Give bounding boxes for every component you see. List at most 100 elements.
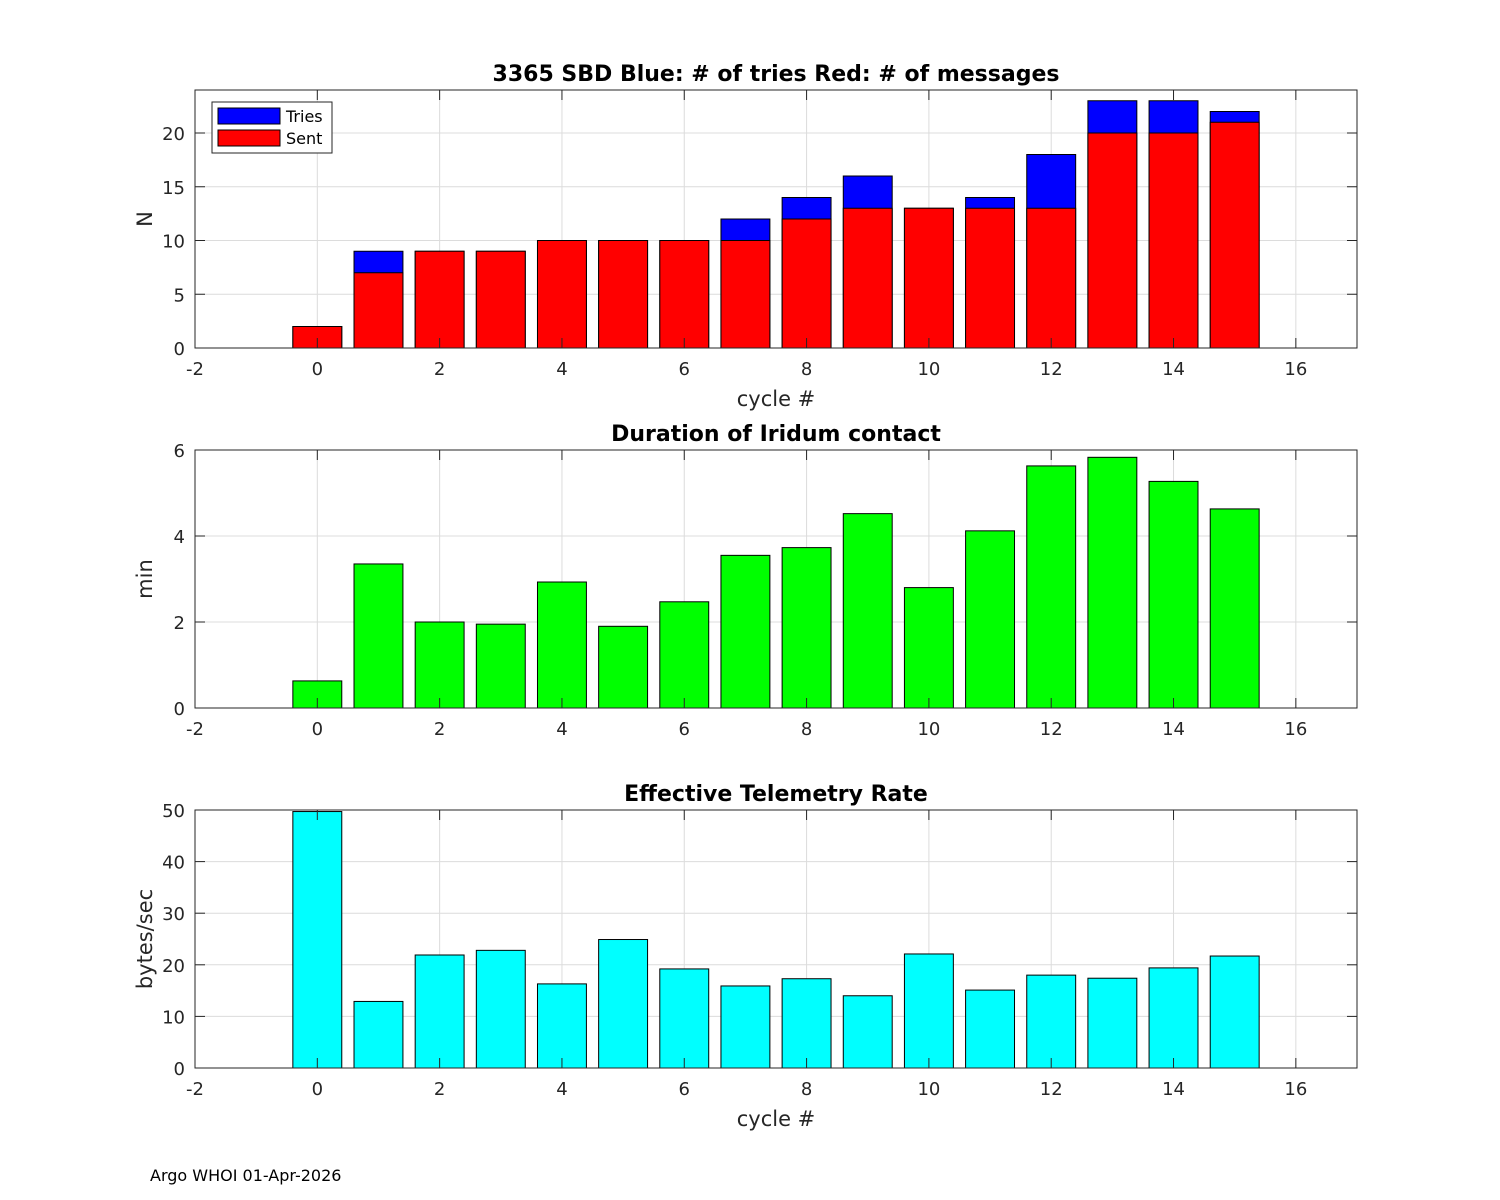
x-tick-label: 10 xyxy=(917,359,940,380)
legend: Tries Sent xyxy=(211,101,333,154)
x-tick-label: 4 xyxy=(556,719,567,740)
chart-title: Duration of Iridum contact xyxy=(611,422,941,447)
bar-duration xyxy=(1087,456,1138,709)
bar-duration xyxy=(903,587,954,709)
bar-sent xyxy=(414,250,465,349)
x-tick-label: 6 xyxy=(679,719,690,740)
bar-sent xyxy=(1087,132,1138,349)
y-tick-label: 6 xyxy=(174,441,185,462)
bar-duration xyxy=(414,621,465,709)
y-tick-label: 10 xyxy=(162,1007,185,1028)
y-axis-label: bytes/sec xyxy=(133,889,157,989)
legend-label-tries: Tries xyxy=(285,107,323,126)
bar-duration xyxy=(598,625,649,709)
x-tick-label: -2 xyxy=(186,719,204,740)
bar-duration xyxy=(720,554,771,709)
bar-rate xyxy=(781,978,832,1069)
y-tick-label: 50 xyxy=(162,801,185,822)
y-tick-label: 0 xyxy=(174,1059,185,1080)
bar-duration xyxy=(1209,508,1260,709)
chart-title: 3365 SBD Blue: # of tries Red: # of mess… xyxy=(493,62,1060,87)
y-tick-label: 20 xyxy=(162,124,185,145)
x-tick-label: 12 xyxy=(1040,359,1063,380)
bar-duration xyxy=(1026,465,1077,709)
y-tick-label: 0 xyxy=(174,699,185,720)
y-tick-label: 2 xyxy=(174,613,185,634)
axes-box xyxy=(194,89,1358,349)
x-tick-label: 16 xyxy=(1284,719,1307,740)
y-tick-label: 40 xyxy=(162,853,185,874)
bar-rate xyxy=(903,953,954,1069)
bar-rate xyxy=(1026,974,1077,1069)
legend-label-sent: Sent xyxy=(286,129,322,148)
x-tick-label: 0 xyxy=(312,359,323,380)
bar-duration xyxy=(536,581,587,709)
x-tick-label: 2 xyxy=(434,719,445,740)
bar-duration xyxy=(842,513,893,709)
bar-sent xyxy=(1209,121,1260,349)
bar-duration xyxy=(659,601,710,709)
bar-duration xyxy=(781,547,832,709)
legend-swatch-tries xyxy=(217,107,281,125)
bar-duration xyxy=(475,623,526,709)
bar-rate xyxy=(353,1000,404,1069)
x-tick-label: 6 xyxy=(679,359,690,380)
x-tick-label: 8 xyxy=(801,719,812,740)
y-axis-label: N xyxy=(133,211,157,227)
x-tick-label: 2 xyxy=(434,359,445,380)
y-tick-label: 20 xyxy=(162,956,185,977)
y-tick-label: 30 xyxy=(162,904,185,925)
bar-duration xyxy=(353,563,404,709)
y-tick-label: 10 xyxy=(162,232,185,253)
bar-sent xyxy=(536,240,587,349)
x-tick-label: 14 xyxy=(1162,719,1185,740)
x-tick-label: -2 xyxy=(186,359,204,380)
footer-text: Argo WHOI 01-Apr-2026 xyxy=(150,1166,342,1185)
bar-sent xyxy=(659,240,710,349)
x-axis-label: cycle # xyxy=(737,387,816,411)
bar-sent xyxy=(353,272,404,349)
bar-sent xyxy=(903,207,954,349)
x-tick-label: 0 xyxy=(312,1079,323,1100)
x-tick-label: 6 xyxy=(679,1079,690,1100)
x-tick-label: 14 xyxy=(1162,359,1185,380)
bar-rate xyxy=(659,968,710,1069)
chart-title: Effective Telemetry Rate xyxy=(624,782,928,807)
x-tick-label: 12 xyxy=(1040,719,1063,740)
y-tick-label: 5 xyxy=(174,285,185,306)
bar-rate xyxy=(414,954,465,1069)
bar-sent xyxy=(1148,132,1199,349)
bar-duration xyxy=(1148,480,1199,709)
x-tick-label: 4 xyxy=(556,1079,567,1100)
y-tick-label: 15 xyxy=(162,178,185,199)
bar-rate xyxy=(1209,955,1260,1069)
x-tick-label: 8 xyxy=(801,1079,812,1100)
x-tick-label: 10 xyxy=(917,719,940,740)
bar-rate xyxy=(1148,967,1199,1069)
x-tick-label: 14 xyxy=(1162,1079,1185,1100)
bar-sent xyxy=(781,218,832,349)
y-tick-label: 4 xyxy=(174,527,185,548)
x-axis-label: cycle # xyxy=(737,1107,816,1131)
x-tick-label: 8 xyxy=(801,359,812,380)
bar-sent xyxy=(1026,207,1077,349)
axes-box xyxy=(194,809,1358,1069)
x-tick-label: 12 xyxy=(1040,1079,1063,1100)
bar-rate xyxy=(720,985,771,1069)
x-tick-label: 16 xyxy=(1284,1079,1307,1100)
x-tick-label: 4 xyxy=(556,359,567,380)
bar-sent xyxy=(598,240,649,349)
bar-rate xyxy=(292,811,343,1069)
y-axis-label: min xyxy=(133,559,157,599)
x-tick-label: 0 xyxy=(312,719,323,740)
legend-swatch-sent xyxy=(217,129,281,147)
bar-sent xyxy=(842,207,893,349)
bar-sent xyxy=(475,250,526,349)
axes-box xyxy=(194,449,1358,709)
x-tick-label: 10 xyxy=(917,1079,940,1100)
x-tick-label: -2 xyxy=(186,1079,204,1100)
y-tick-label: 0 xyxy=(174,339,185,360)
